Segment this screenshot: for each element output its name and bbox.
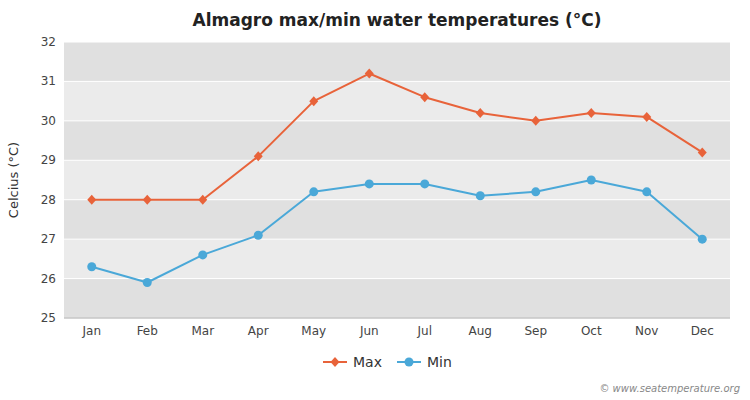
x-tick-label: Nov (635, 324, 658, 338)
series (87, 176, 707, 288)
point (309, 96, 318, 106)
legend-item: Max (323, 354, 382, 370)
point (420, 179, 429, 188)
point (642, 187, 651, 196)
band (64, 160, 730, 199)
point (476, 108, 485, 118)
grid-line (64, 42, 730, 43)
grid (64, 42, 730, 318)
point (587, 108, 596, 118)
x-tick-label: Sep (524, 324, 547, 338)
point (254, 151, 263, 161)
title: Almagro max/min water temperatures (°C) (193, 10, 602, 30)
x-tick-label: Jan (82, 324, 102, 338)
x-tick-label: Aug (469, 324, 492, 338)
point (365, 179, 374, 188)
x-tick-label: Jul (417, 324, 432, 338)
line (92, 74, 703, 200)
grid-line (64, 318, 730, 319)
legend-label: Max (353, 354, 382, 370)
y-tick-label: 30 (41, 114, 56, 128)
point (143, 195, 152, 205)
grid-line (64, 160, 730, 161)
watermark: © www.seatemperature.org (599, 383, 740, 394)
y-tick-label: 28 (41, 193, 56, 207)
grid-line (64, 81, 730, 82)
point (309, 187, 318, 196)
y-tick-label: 32 (41, 35, 56, 49)
x-tick-label: May (301, 324, 326, 338)
grid-line (64, 278, 730, 279)
legend: Max Min (323, 354, 452, 370)
x-tick-label: Apr (248, 324, 269, 338)
band (64, 121, 730, 160)
y-axis: 25 26 27 28 29 30 31 32 (41, 35, 56, 325)
grid-line (64, 239, 730, 240)
legend-label: Min (427, 354, 452, 370)
x-tick-label: Oct (581, 324, 602, 338)
band (64, 239, 730, 278)
point (642, 112, 651, 122)
x-tick-label: Jun (359, 324, 379, 338)
x-tick-label: Mar (191, 324, 214, 338)
band (64, 200, 730, 239)
chart-container: 25 26 27 28 29 30 31 32 Jan Feb Mar Apr May Jun Jul Aug… (0, 0, 750, 400)
point (531, 187, 540, 196)
y-axis-label: Celcius (°C) (6, 142, 21, 218)
x-tick-label: Dec (691, 324, 714, 338)
legend-item: Min (397, 354, 452, 370)
y-tick-label: 31 (41, 74, 56, 88)
data (87, 69, 707, 287)
line (92, 180, 703, 283)
grid-line (64, 120, 730, 121)
point (698, 147, 707, 157)
point (698, 235, 707, 244)
plot-background (64, 42, 730, 318)
point (531, 116, 540, 126)
point (198, 250, 207, 259)
chart: 25 26 27 28 29 30 31 32 Jan Feb Mar Apr May Jun Jul Aug… (0, 0, 750, 400)
x-axis: Jan Feb Mar Apr May Jun Jul Aug Sep Oct Nov Dec (82, 324, 714, 338)
point (365, 69, 374, 79)
point (476, 191, 485, 200)
x-tick-label: Feb (137, 324, 158, 338)
y-tick-label: 27 (41, 232, 56, 246)
y-tick-label: 25 (41, 311, 56, 325)
y-tick-label: 26 (41, 272, 56, 286)
point (143, 278, 152, 287)
legend-marker (405, 358, 414, 367)
y-tick-label: 29 (41, 153, 56, 167)
point (587, 176, 596, 185)
legend-marker (331, 357, 340, 367)
bands (64, 42, 730, 318)
point (420, 92, 429, 102)
x-axis-line (64, 318, 730, 319)
point (254, 231, 263, 240)
band (64, 279, 730, 318)
band (64, 42, 730, 81)
point (87, 262, 96, 271)
point (198, 195, 207, 205)
point (87, 195, 96, 205)
